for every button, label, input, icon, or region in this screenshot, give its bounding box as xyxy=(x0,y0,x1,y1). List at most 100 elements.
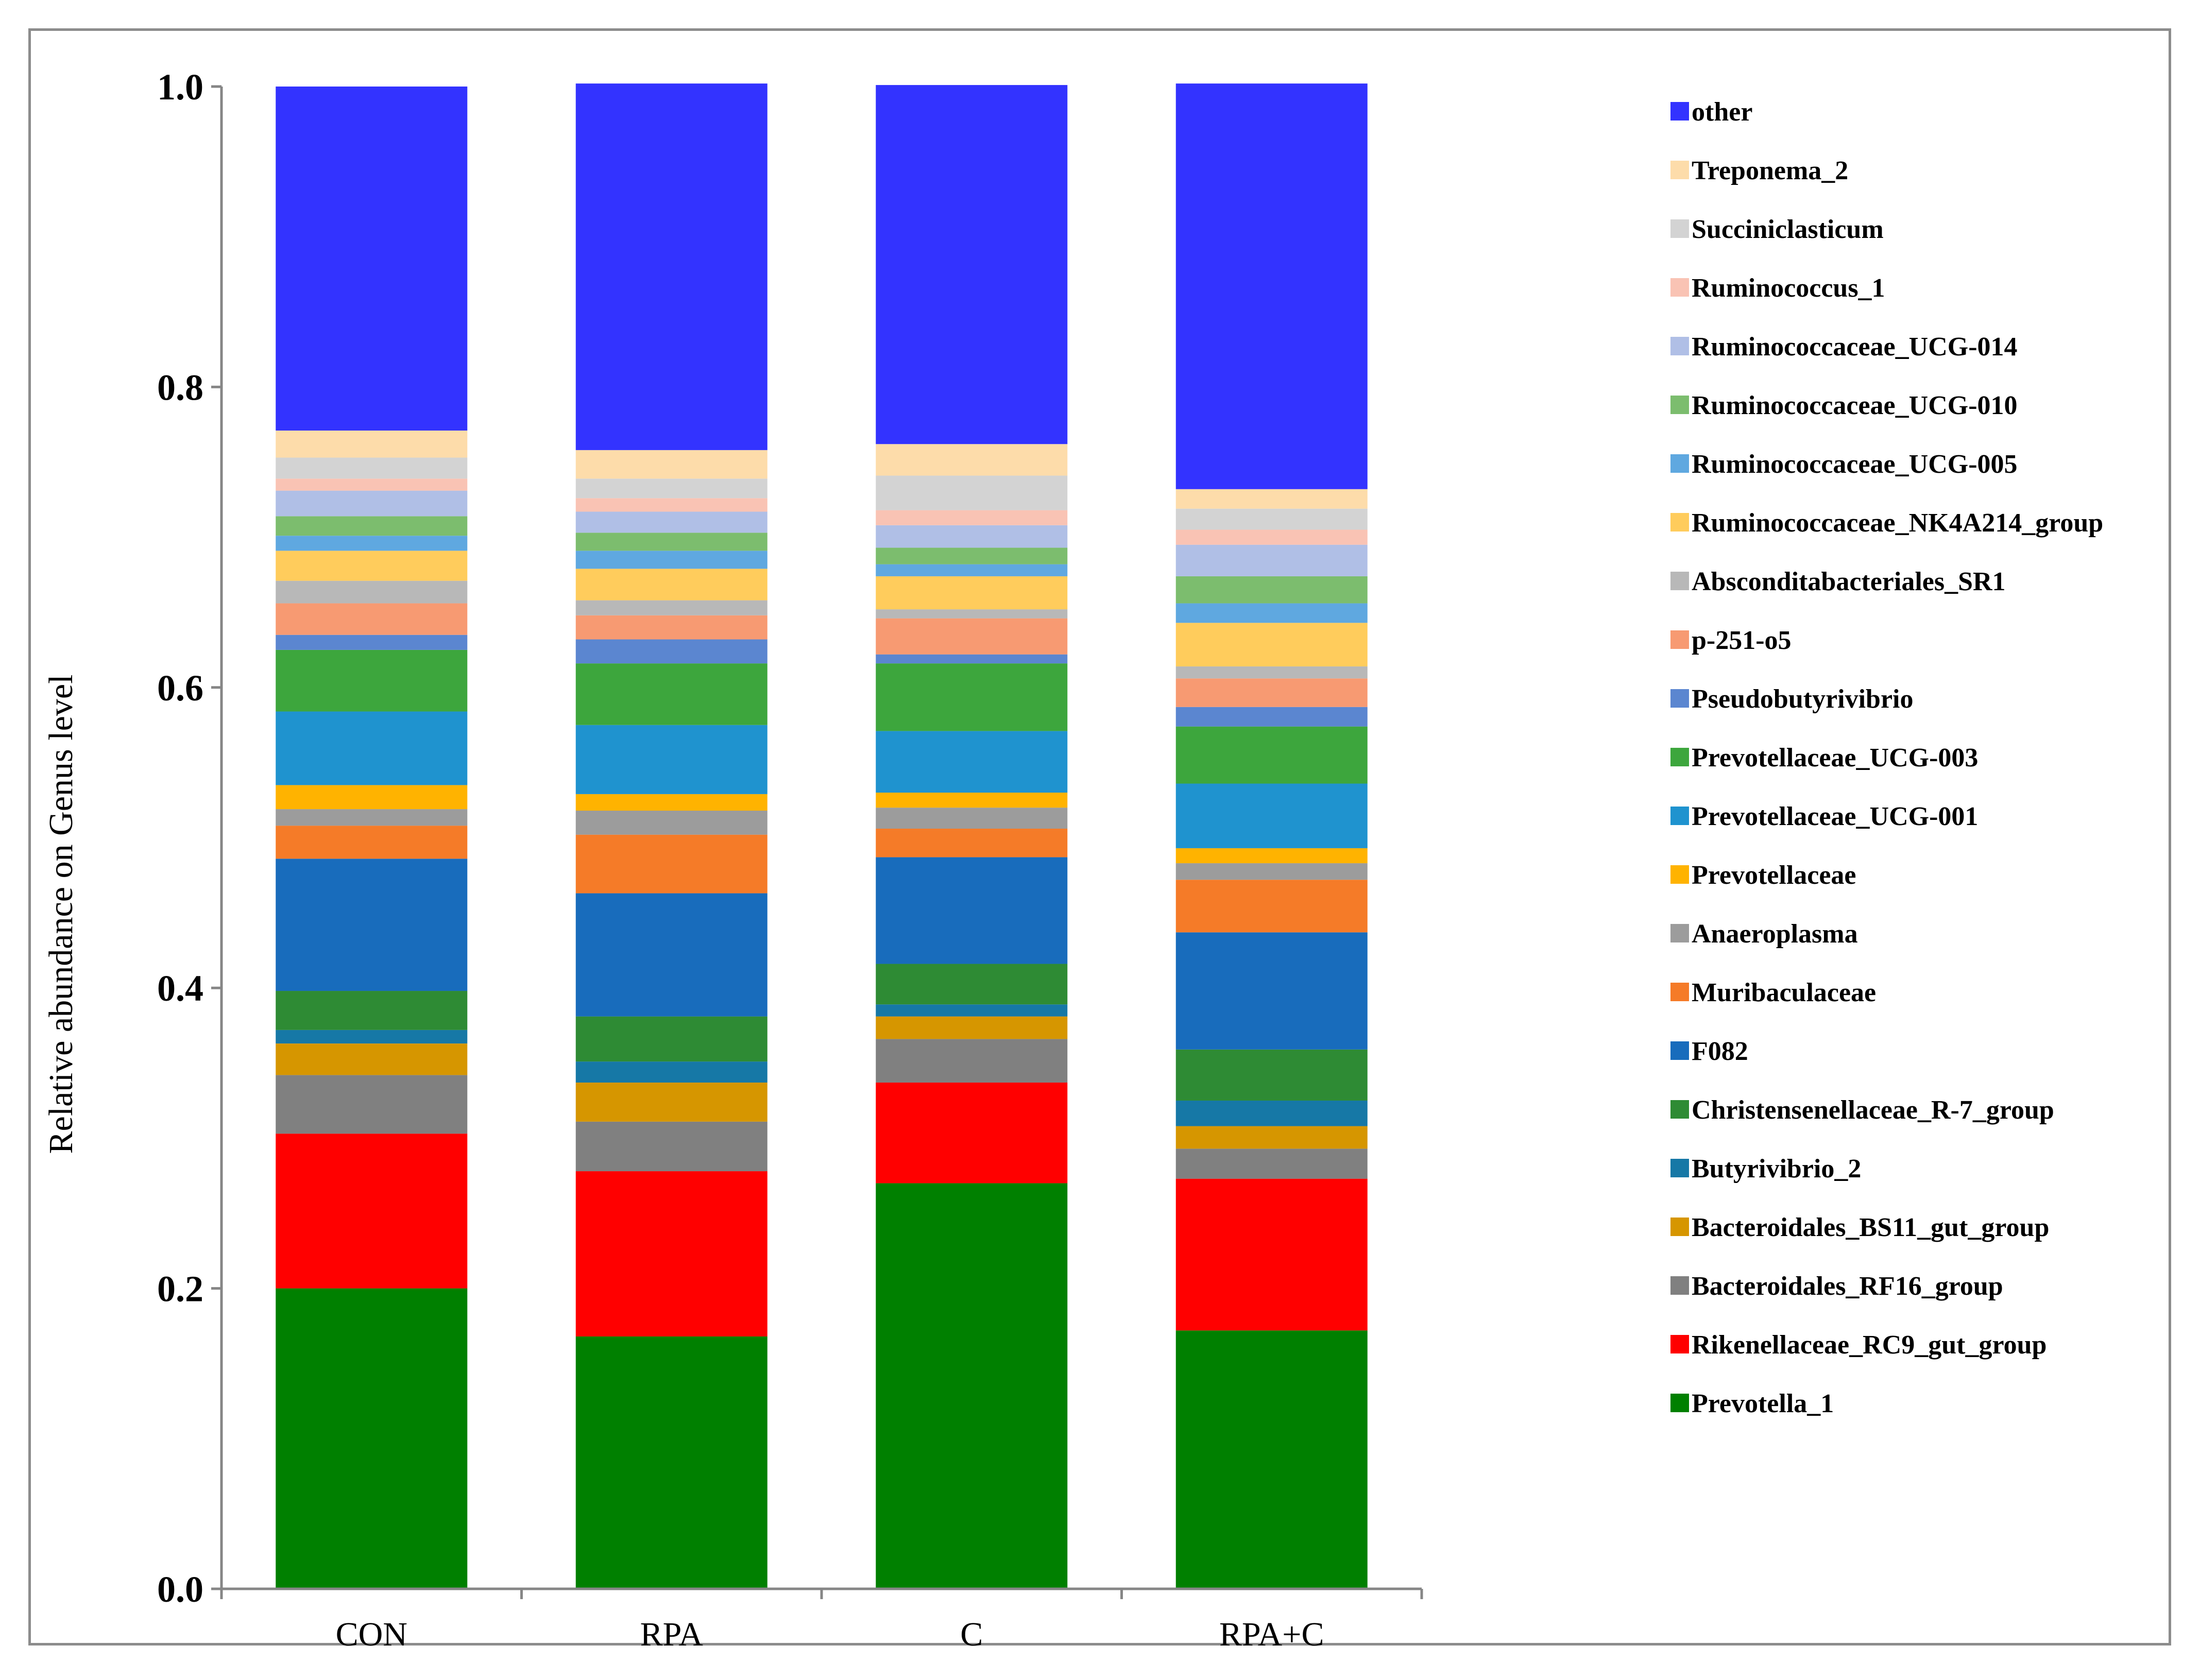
legend-swatch xyxy=(1670,1159,1689,1177)
bar-segment-rpa-c-absconditabacteriales-sr1 xyxy=(1175,666,1368,679)
bar-segment-rpa-rikenellaceae-rc9-gut-group xyxy=(575,1171,768,1336)
bar-segment-c-succiniclasticum xyxy=(876,475,1068,510)
legend-swatch xyxy=(1670,219,1689,238)
legend-item: Treponema_2 xyxy=(1670,156,1848,185)
legend-label: Treponema_2 xyxy=(1692,156,1848,185)
bar-segment-rpa-c-ruminococcaceae-ucg-005 xyxy=(1175,603,1368,623)
bar-segment-con-prevotellaceae-ucg-001 xyxy=(276,711,468,785)
bar-segment-con-treponema-2 xyxy=(276,430,468,458)
bar-segment-rpa-ruminococcus-1 xyxy=(575,498,768,512)
bar-segment-con-ruminococcaceae-nk4a214-group xyxy=(276,551,468,581)
y-tick-label: 0.8 xyxy=(157,367,203,408)
bar-segment-con-prevotella-1 xyxy=(276,1288,468,1589)
bar-segment-con-ruminococcus-1 xyxy=(276,478,468,491)
y-axis-title: Relative abundance on Genus level xyxy=(42,675,80,1154)
legend-item: Anaeroplasma xyxy=(1670,919,1858,949)
legend-label: p-251-o5 xyxy=(1692,626,1792,655)
bar-segment-rpa-other xyxy=(575,83,768,450)
bar-segment-rpa-treponema-2 xyxy=(575,450,768,479)
bar-segment-c-absconditabacteriales-sr1 xyxy=(876,609,1068,619)
bar-segment-rpa-c-pseudobutyrivibrio xyxy=(1175,707,1368,727)
bar-segment-rpa-c-prevotellaceae xyxy=(1175,848,1368,864)
legend-swatch xyxy=(1670,337,1689,355)
bar-segment-con-muribaculaceae xyxy=(276,826,468,859)
legend-swatch xyxy=(1670,572,1689,590)
legend-swatch xyxy=(1670,1218,1689,1236)
legend-swatch xyxy=(1670,865,1689,884)
bar-segment-rpa-c-prevotellaceae-ucg-003 xyxy=(1175,726,1368,784)
bar-segment-con-f082 xyxy=(276,859,468,991)
legend-label: other xyxy=(1692,97,1752,127)
bar-segment-c-pseudobutyrivibrio xyxy=(876,654,1068,664)
legend-item: Bacteroidales_BS11_gut_group xyxy=(1670,1213,2049,1242)
legend: other Treponema_2 Succiniclasticum Ruminoco… xyxy=(1670,97,2103,1418)
bar-segment-c-prevotellaceae-ucg-003 xyxy=(876,663,1068,731)
bar-segment-rpa-muribaculaceae xyxy=(575,834,768,894)
legend-item: Bacteroidales_RF16_group xyxy=(1670,1272,2003,1301)
y-tick-label: 0.4 xyxy=(157,968,203,1009)
bar-segment-con-pseudobutyrivibrio xyxy=(276,635,468,650)
legend-swatch xyxy=(1670,1394,1689,1412)
legend-swatch xyxy=(1670,924,1689,942)
legend-swatch xyxy=(1670,1335,1689,1353)
bar-segment-rpa-c-butyrivibrio-2 xyxy=(1175,1100,1368,1126)
bar-segment-rpa-c-bacteroidales-rf16-group xyxy=(1175,1148,1368,1179)
x-tick-label: C xyxy=(960,1616,983,1653)
bar-segment-rpa-butyrivibrio-2 xyxy=(575,1061,768,1083)
bar-segment-rpa-c-succiniclasticum xyxy=(1175,508,1368,530)
bar-segment-rpa-c-ruminococcaceae-nk4a214-group xyxy=(1175,623,1368,666)
legend-swatch xyxy=(1670,102,1689,121)
y-tick-label: 0.2 xyxy=(157,1268,203,1310)
bar-segment-rpa-c-other xyxy=(1175,83,1368,489)
legend-label: Ruminococcaceae_UCG-014 xyxy=(1692,332,2018,362)
legend-label: Prevotellaceae xyxy=(1692,861,1856,890)
bar-segment-c-other xyxy=(876,85,1068,444)
bar-segment-con-anaeroplasma xyxy=(276,809,468,826)
bar-segment-rpa-christensenellaceae-r-7-group xyxy=(575,1016,768,1062)
legend-swatch xyxy=(1670,396,1689,414)
bar-segment-con-rikenellaceae-rc9-gut-group xyxy=(276,1134,468,1289)
y-tick-label: 0.0 xyxy=(157,1569,203,1610)
bar-segment-rpa-c-anaeroplasma xyxy=(1175,863,1368,880)
bar-segment-rpa-p-251-o5 xyxy=(575,615,768,640)
legend-label: Ruminococcaceae_UCG-010 xyxy=(1692,391,2018,420)
bar-segment-c-ruminococcaceae-nk4a214-group xyxy=(876,576,1068,610)
bar-segment-con-absconditabacteriales-sr1 xyxy=(276,580,468,604)
bar-segment-rpa-c-prevotella-1 xyxy=(1175,1330,1368,1589)
bar-segment-rpa-succiniclasticum xyxy=(575,478,768,499)
legend-swatch xyxy=(1670,807,1689,825)
legend-label: Muribaculaceae xyxy=(1692,978,1876,1007)
legend-label: Ruminococcaceae_UCG-005 xyxy=(1692,450,2018,479)
bar-segment-rpa-anaeroplasma xyxy=(575,810,768,835)
legend-item: Prevotella_1 xyxy=(1670,1389,1834,1418)
bar-segment-rpa-absconditabacteriales-sr1 xyxy=(575,600,768,615)
y-tick-label: 1.0 xyxy=(157,66,203,108)
bar-segment-con-ruminococcaceae-ucg-010 xyxy=(276,516,468,536)
legend-item: Ruminococcaceae_UCG-010 xyxy=(1670,391,2018,420)
legend-item: Ruminococcaceae_UCG-005 xyxy=(1670,450,2018,479)
bar-segment-c-bacteroidales-rf16-group xyxy=(876,1039,1068,1083)
bar-segment-rpa-prevotellaceae-ucg-003 xyxy=(575,663,768,725)
bar-segment-rpa-c-p-251-o5 xyxy=(1175,678,1368,707)
bar-segment-rpa-prevotella-1 xyxy=(575,1336,768,1589)
legend-item: Absconditabacteriales_SR1 xyxy=(1670,567,2006,596)
legend-swatch xyxy=(1670,630,1689,649)
bar-segment-c-bacteroidales-bs11-gut-group xyxy=(876,1016,1068,1039)
legend-item: Rikenellaceae_RC9_gut_group xyxy=(1670,1330,2046,1360)
legend-item: Ruminococcus_1 xyxy=(1670,273,1885,303)
bar-segment-c-treponema-2 xyxy=(876,444,1068,476)
bar-segment-con-christensenellaceae-r-7-group xyxy=(276,991,468,1030)
legend-item: Muribaculaceae xyxy=(1670,978,1876,1007)
legend-label: Christensenellaceae_R-7_group xyxy=(1692,1095,2054,1125)
legend-item: Butyrivibrio_2 xyxy=(1670,1154,1861,1184)
legend-swatch xyxy=(1670,689,1689,708)
bar-segment-rpa-c-prevotellaceae-ucg-001 xyxy=(1175,783,1368,848)
legend-label: Pseudobutyrivibrio xyxy=(1692,684,1914,714)
bar-segment-con-butyrivibrio-2 xyxy=(276,1030,468,1044)
legend-label: Prevotellaceae_UCG-003 xyxy=(1692,743,1978,773)
bars-group xyxy=(276,83,1368,1589)
legend-item: Succiniclasticum xyxy=(1670,215,1884,244)
legend-swatch xyxy=(1670,983,1689,1001)
bar-segment-rpa-c-christensenellaceae-r-7-group xyxy=(1175,1049,1368,1101)
